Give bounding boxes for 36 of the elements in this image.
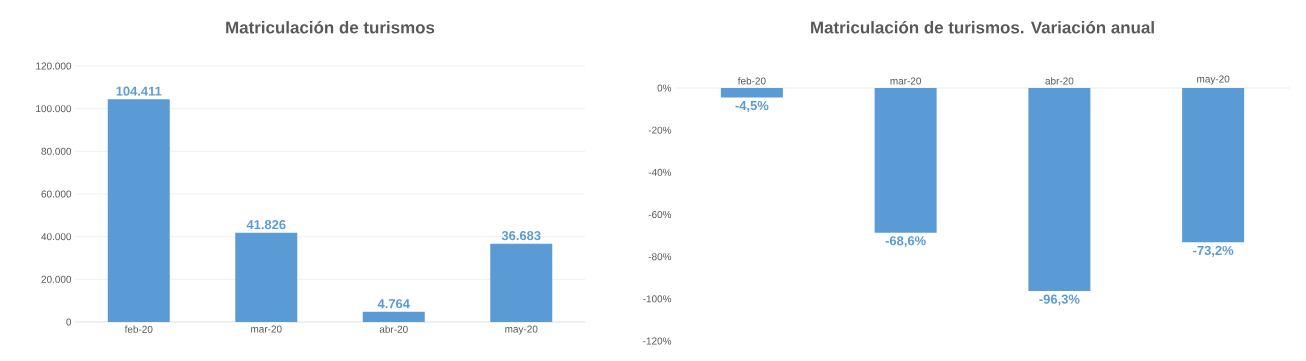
data-label: -73,2% xyxy=(1193,245,1234,257)
x-tick-label: mar-20 xyxy=(890,77,922,85)
y-tick-label: -40% xyxy=(648,168,672,176)
x-tick-label: may-20 xyxy=(505,325,538,335)
data-label: -68,6% xyxy=(885,236,926,248)
y-tick-label: 80.000 xyxy=(41,147,72,155)
x-tick-label: mar-20 xyxy=(251,325,282,333)
y-tick-label: -20% xyxy=(648,126,672,134)
x-tick-label: feb-20 xyxy=(737,77,766,85)
chart-title: Matriculación de turismos xyxy=(226,20,435,34)
y-tick-label: -100% xyxy=(643,295,672,303)
data-label: 41.826 xyxy=(246,220,286,230)
y-tick-label: 120.000 xyxy=(36,62,72,70)
y-tick-label: -60% xyxy=(648,210,672,219)
y-tick-label: 20.000 xyxy=(41,275,72,283)
x-tick-label: abr-20 xyxy=(1045,77,1074,85)
bar xyxy=(362,311,425,322)
data-label: -4,5% xyxy=(735,101,769,113)
y-tick-label: 40.000 xyxy=(41,233,72,241)
bar xyxy=(490,243,553,322)
bar xyxy=(235,232,298,322)
x-tick-label: abr-20 xyxy=(379,325,408,333)
y-tick-label: 0 xyxy=(66,318,72,326)
bar xyxy=(107,99,170,322)
x-tick-label: feb-20 xyxy=(124,325,153,333)
y-tick-label: -80% xyxy=(648,253,672,261)
y-tick-label: 0% xyxy=(657,84,672,92)
data-label: -96,3% xyxy=(1039,294,1080,306)
y-tick-label: -120% xyxy=(643,337,672,345)
y-tick-label: 100.000 xyxy=(36,105,72,113)
x-tick-label: may-20 xyxy=(1197,75,1230,85)
chart-title: Matriculación de turismos. Variación anual xyxy=(811,20,1154,34)
data-label: 104.411 xyxy=(116,86,162,96)
data-label: 36.683 xyxy=(501,231,541,241)
data-label: 4.764 xyxy=(377,299,410,309)
y-tick-label: 60.000 xyxy=(41,190,72,198)
